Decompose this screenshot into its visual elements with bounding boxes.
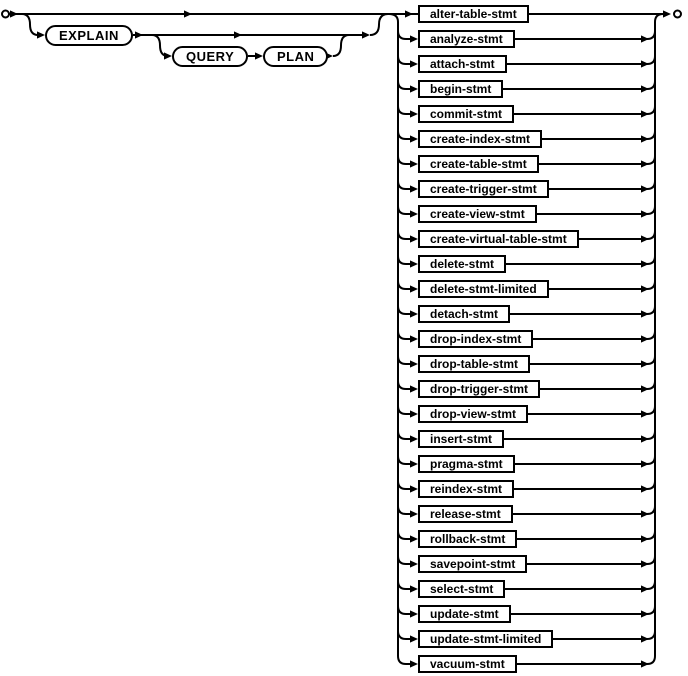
keyword-explain: EXPLAIN bbox=[45, 24, 133, 46]
stmt-box-drop-trigger-stmt[interactable]: drop-trigger-stmt bbox=[418, 380, 540, 398]
stmt-box-pragma-stmt[interactable]: pragma-stmt bbox=[418, 455, 515, 473]
stmt-box-detach-stmt[interactable]: detach-stmt bbox=[418, 305, 511, 323]
keyword-query: QUERY bbox=[172, 45, 249, 67]
stmt-box-attach-stmt[interactable]: attach-stmt bbox=[418, 55, 507, 73]
stmt-box-create-table-stmt[interactable]: create-table-stmt bbox=[418, 155, 539, 173]
stmt-box-select-stmt[interactable]: select-stmt bbox=[418, 580, 506, 598]
statement-branches: alter-table-stmt analyze-stmt attach-stm… bbox=[418, 5, 579, 673]
stmt-box-release-stmt[interactable]: release-stmt bbox=[418, 505, 513, 523]
stmt-box-delete-stmt-limited[interactable]: delete-stmt-limited bbox=[418, 280, 549, 298]
stmt-box-drop-table-stmt[interactable]: drop-table-stmt bbox=[418, 355, 530, 373]
stmt-box-create-virtual-table-stmt[interactable]: create-virtual-table-stmt bbox=[418, 230, 579, 248]
stmt-box-begin-stmt[interactable]: begin-stmt bbox=[418, 80, 504, 98]
stmt-box-alter-table-stmt[interactable]: alter-table-stmt bbox=[418, 5, 529, 23]
stmt-box-vacuum-stmt[interactable]: vacuum-stmt bbox=[418, 655, 517, 673]
stmt-box-reindex-stmt[interactable]: reindex-stmt bbox=[418, 480, 515, 498]
stmt-box-insert-stmt[interactable]: insert-stmt bbox=[418, 430, 505, 448]
stmt-box-update-stmt[interactable]: update-stmt bbox=[418, 605, 511, 623]
stmt-box-drop-index-stmt[interactable]: drop-index-stmt bbox=[418, 330, 534, 348]
stmt-box-delete-stmt[interactable]: delete-stmt bbox=[418, 255, 507, 273]
start-terminal-icon bbox=[1, 9, 10, 19]
stmt-box-commit-stmt[interactable]: commit-stmt bbox=[418, 105, 515, 123]
stmt-box-drop-view-stmt[interactable]: drop-view-stmt bbox=[418, 405, 529, 423]
stmt-box-savepoint-stmt[interactable]: savepoint-stmt bbox=[418, 555, 528, 573]
stmt-box-create-view-stmt[interactable]: create-view-stmt bbox=[418, 205, 537, 223]
stmt-box-update-stmt-limited[interactable]: update-stmt-limited bbox=[418, 630, 554, 648]
stmt-box-analyze-stmt[interactable]: analyze-stmt bbox=[418, 30, 515, 48]
stmt-box-rollback-stmt[interactable]: rollback-stmt bbox=[418, 530, 518, 548]
stmt-box-create-trigger-stmt[interactable]: create-trigger-stmt bbox=[418, 180, 549, 198]
end-terminal-icon bbox=[673, 9, 682, 19]
keyword-plan: PLAN bbox=[263, 45, 329, 67]
stmt-box-create-index-stmt[interactable]: create-index-stmt bbox=[418, 130, 543, 148]
